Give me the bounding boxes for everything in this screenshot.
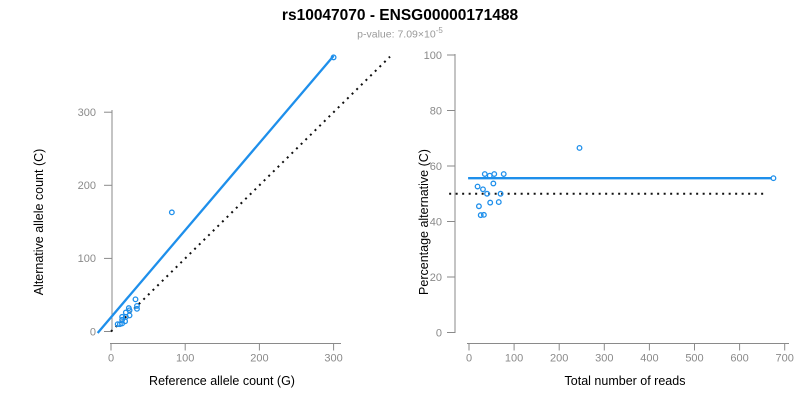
- right-plot: 0 100 200 300 400 500 600 700 0 20 40 60 80 100 Total…: [417, 50, 794, 388]
- data-point: [119, 316, 126, 323]
- data-point: [770, 175, 777, 182]
- data-point: [576, 145, 583, 151]
- x-tick-label: 300: [324, 353, 342, 365]
- pvalue-exponent: -5: [435, 26, 443, 35]
- data-point: [495, 199, 502, 206]
- data-point: [477, 212, 484, 219]
- x-tick-label: 200: [250, 353, 268, 365]
- y-tick-label: 300: [78, 107, 96, 119]
- figure-subtitle: p-value: 7.09×10-5: [0, 26, 800, 41]
- data-point: [500, 171, 507, 177]
- left-plot: 0 100 200 300 0 100 200 300 Reference allele co…: [32, 54, 391, 388]
- left-yaxis-label: Alternative allele count (C): [32, 149, 46, 296]
- data-point: [168, 209, 175, 216]
- y-tick-label: 100: [78, 253, 96, 265]
- y-tick-label: 0: [90, 326, 96, 338]
- data-point: [475, 203, 482, 210]
- data-point: [126, 312, 133, 319]
- data-point: [490, 180, 497, 187]
- data-point: [480, 211, 487, 218]
- x-tick-label: 700: [776, 353, 794, 365]
- left-xaxis-label: Reference allele count (G): [149, 374, 295, 388]
- x-tick-label: 100: [176, 353, 194, 365]
- x-tick-label: 600: [730, 353, 748, 365]
- identity-line: [110, 55, 391, 333]
- figure-title: rs10047070 - ENSG00000171488: [281, 7, 519, 24]
- y-tick-label: 60: [430, 161, 442, 173]
- y-tick-label: 0: [436, 327, 442, 339]
- data-point: [480, 186, 486, 193]
- y-tick-label: 20: [430, 272, 442, 284]
- y-tick-label: 80: [430, 105, 442, 117]
- data-point: [474, 183, 481, 190]
- data-point: [134, 305, 140, 312]
- data-point: [122, 318, 129, 325]
- right-yaxis-label: Percentage alternative (C): [417, 149, 431, 295]
- x-tick-label: 0: [466, 353, 472, 365]
- data-point: [484, 190, 490, 197]
- x-tick-label: 500: [685, 353, 703, 365]
- y-tick-label: 100: [424, 50, 442, 62]
- data-point: [487, 199, 494, 206]
- pvalue-mantissa: 7.09×10: [397, 28, 436, 41]
- x-tick-label: 100: [505, 353, 523, 365]
- y-tick-label: 40: [430, 216, 442, 228]
- data-point: [132, 296, 139, 303]
- right-xaxis-label: Total number of reads: [565, 374, 686, 388]
- x-tick-label: 200: [550, 353, 568, 365]
- data-point: [119, 313, 126, 320]
- data-point: [481, 171, 488, 177]
- fit-line: [96, 55, 335, 334]
- y-tick-label: 200: [78, 180, 96, 192]
- pvalue-prefix: p-value:: [357, 28, 398, 41]
- x-tick-label: 0: [108, 353, 114, 365]
- x-tick-label: 300: [595, 353, 613, 365]
- data-point: [330, 54, 337, 61]
- x-tick-label: 400: [640, 353, 658, 365]
- data-point: [497, 190, 504, 197]
- data-point: [491, 171, 498, 177]
- data-point: [134, 302, 140, 309]
